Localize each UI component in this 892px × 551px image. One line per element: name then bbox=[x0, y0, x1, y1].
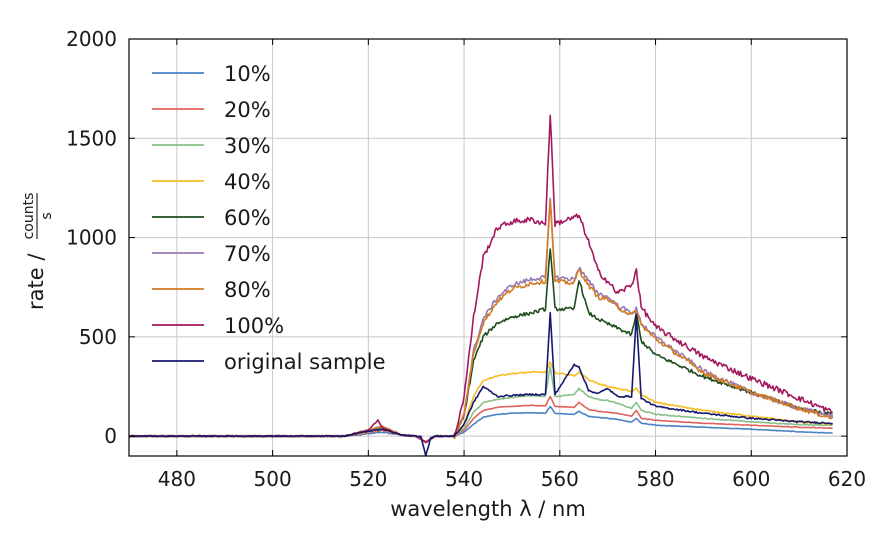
series-line-4 bbox=[129, 361, 834, 444]
legend-label: original sample bbox=[224, 350, 386, 374]
y-tick-labels: 0 500 1000 1500 2000 bbox=[66, 27, 117, 448]
legend-label: 80% bbox=[224, 278, 271, 302]
x-tick-labels: 480 500 520 540 560 580 600 620 bbox=[158, 467, 866, 491]
x-tick-label: 500 bbox=[254, 467, 292, 491]
y-axis-label-denominator: s bbox=[39, 212, 55, 219]
x-tick-label: 540 bbox=[445, 467, 483, 491]
plot-frame bbox=[128, 38, 848, 457]
x-tick-label: 600 bbox=[732, 467, 770, 491]
x-tick-label: 620 bbox=[828, 467, 866, 491]
legend: 10% 20% 30% 40% 60% 70% 80% 100% original sample bbox=[152, 62, 386, 374]
legend-label: 40% bbox=[224, 170, 271, 194]
series-group bbox=[129, 114, 834, 456]
x-axis-label: wavelength λ / nm bbox=[390, 497, 586, 521]
y-axis-label-numerator: counts bbox=[21, 193, 37, 240]
x-tick-label: 480 bbox=[158, 467, 196, 491]
legend-label: 10% bbox=[224, 62, 271, 86]
y-tick-label: 0 bbox=[104, 424, 117, 448]
y-tick-label: 2000 bbox=[66, 27, 117, 51]
y-tick-label: 500 bbox=[79, 325, 117, 349]
legend-label: 100% bbox=[224, 314, 284, 338]
legend-label: 30% bbox=[224, 134, 271, 158]
series-line-3 bbox=[129, 366, 833, 444]
x-tick-label: 560 bbox=[541, 467, 579, 491]
legend-label: 70% bbox=[224, 242, 271, 266]
y-tick-label: 1000 bbox=[66, 226, 117, 250]
y-axis-label-prefix: rate / bbox=[24, 253, 48, 310]
x-tick-label: 580 bbox=[636, 467, 674, 491]
legend-label: 60% bbox=[224, 206, 271, 230]
series-line-9 bbox=[129, 311, 833, 456]
y-tick-label: 1500 bbox=[66, 126, 117, 150]
x-tick-label: 520 bbox=[349, 467, 387, 491]
y-axis-label: rate / counts s bbox=[21, 193, 55, 310]
ticks bbox=[129, 38, 848, 456]
legend-label: 20% bbox=[224, 98, 271, 122]
